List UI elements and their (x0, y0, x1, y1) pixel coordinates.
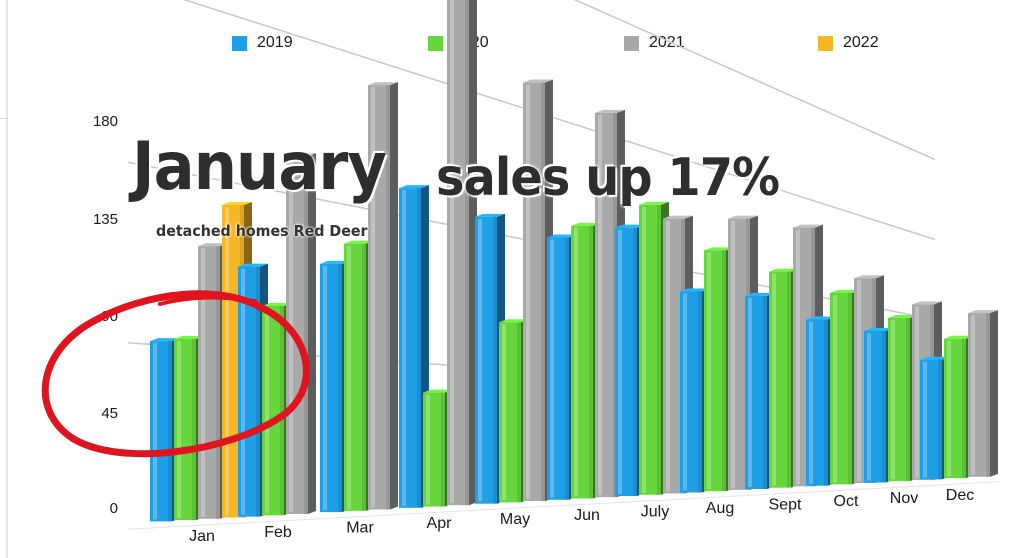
y-tick-label: 0 (110, 500, 118, 517)
chart-title-right: sales up 17% (436, 148, 780, 208)
x-tick-label: Aug (706, 500, 734, 517)
x-tick-label: Sept (769, 496, 802, 513)
x-tick-label: May (500, 511, 530, 528)
y-tick-label: 180 (93, 113, 118, 130)
gridline-180 (573, 0, 936, 161)
legend-item-2022: 2022 (818, 34, 879, 52)
x-tick-label: Mar (346, 520, 374, 537)
floor-line (127, 481, 1001, 530)
legend-label-2021: 2021 (649, 34, 685, 51)
legend-label-2019: 2019 (257, 34, 293, 51)
left-edge-rule (6, 0, 8, 558)
x-tick-label: Feb (264, 524, 292, 541)
legend-swatch-2019 (232, 35, 247, 51)
legend-swatch-2022 (818, 35, 833, 51)
annotation-layer (41, 290, 310, 458)
chart-subtitle: detached homes Red Deer (156, 222, 368, 240)
legend-item-2019: 2019 (232, 34, 293, 52)
legend-swatch-2021 (624, 35, 639, 51)
x-tick-label: Jan (189, 528, 215, 545)
x-tick-label: Jun (574, 507, 600, 524)
y-tick-label: 135 (93, 211, 118, 228)
x-tick-label: Nov (890, 490, 918, 507)
bars (150, 0, 998, 522)
bar-apr-2021 (447, 0, 477, 506)
x-tick-label: Oct (834, 493, 859, 510)
legend: 2019 2020 2021 2022 (0, 34, 1024, 54)
x-axis: Jan Feb Mar Apr May Jun July Aug Sept Oct Nov Dec (189, 487, 974, 545)
left-edge-stub (0, 118, 8, 119)
x-tick-label: Dec (946, 487, 974, 504)
x-tick-label: July (641, 503, 669, 520)
legend-label-2022: 2022 (843, 34, 879, 51)
legend-swatch-2020 (428, 35, 443, 51)
red-circle-annotation (41, 290, 310, 458)
legend-item-2021: 2021 (624, 34, 685, 52)
x-tick-label: Apr (427, 515, 453, 532)
bar-dec-2021 (968, 310, 998, 477)
y-tick-label: 45 (101, 405, 118, 422)
chart-title-left: January (132, 128, 387, 205)
bar-mar-2021 (368, 82, 398, 510)
red-circle-stroke-tail (158, 295, 257, 306)
